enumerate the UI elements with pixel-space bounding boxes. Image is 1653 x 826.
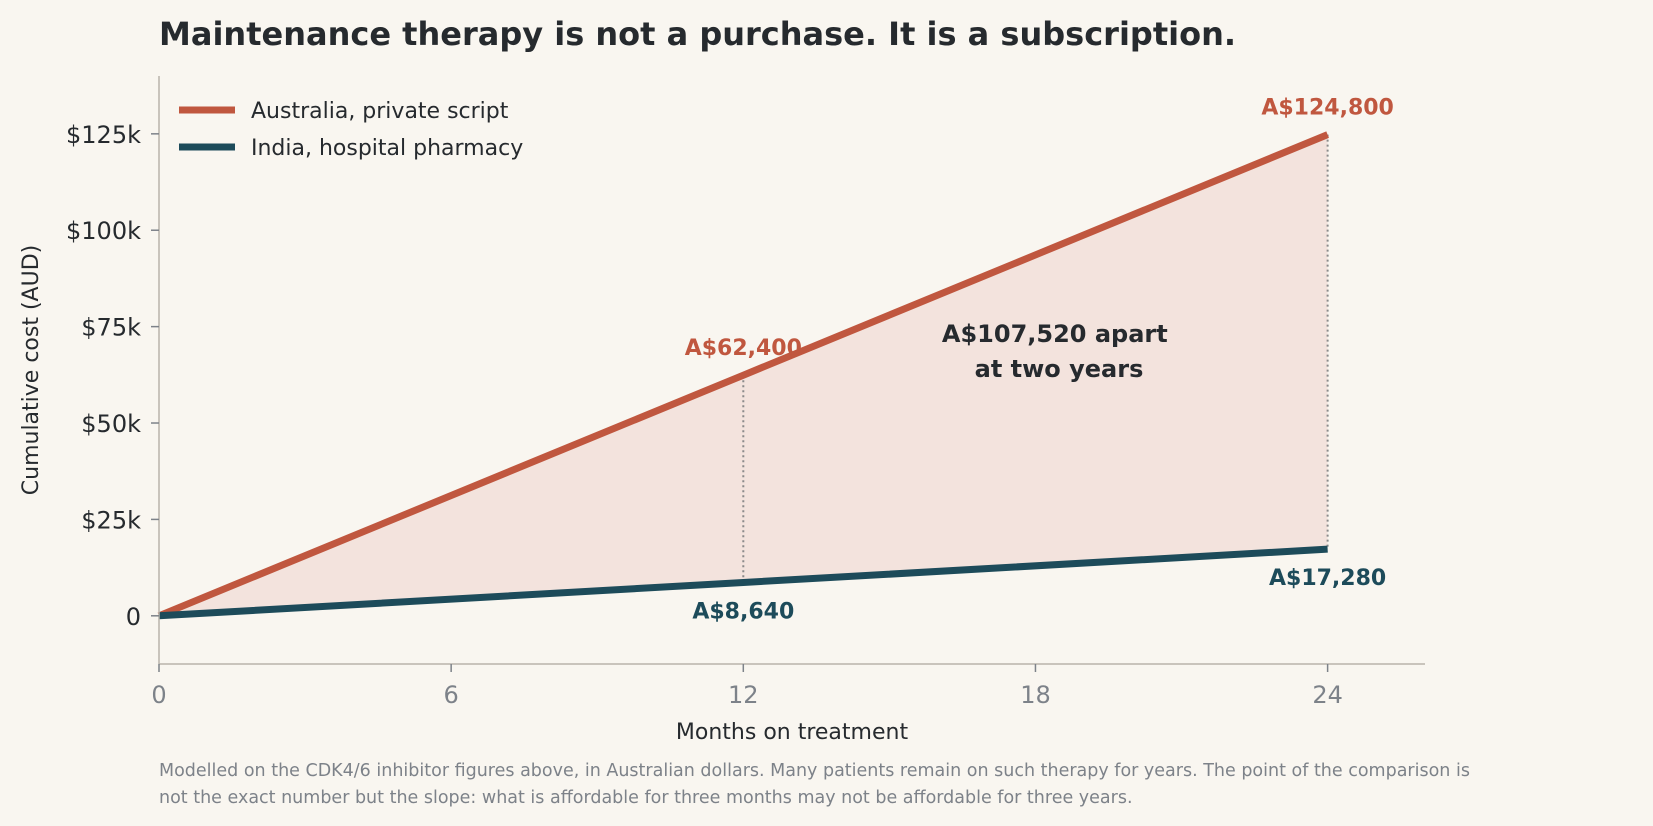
series-line-india: [158, 545, 1328, 620]
gap-annotation-line-1: A$107,520 apart: [942, 320, 1168, 348]
series-line-australia: [157, 131, 1329, 620]
y-axis-label: Cumulative cost (AUD): [19, 245, 44, 495]
gap-annotation: A$107,520 apart at two years: [942, 320, 1176, 383]
y-tick-label: 0: [126, 603, 141, 631]
x-tick-label: 12: [728, 681, 759, 709]
chart-title: Maintenance therapy is not a purchase. I…: [159, 15, 1236, 53]
x-axis-label: Months on treatment: [676, 720, 909, 745]
y-tick-label: $75k: [81, 314, 141, 342]
x-ticks: 0 6 12 18 24: [151, 664, 1343, 709]
x-tick-label: 24: [1312, 681, 1343, 709]
legend-entry: India, hospital pharmacy: [251, 136, 523, 161]
x-tick-label: 6: [444, 681, 459, 709]
data-labels: A$62,400 A$124,800 A$8,640 A$17,280: [685, 96, 1394, 625]
y-tick-label: $125k: [66, 121, 141, 149]
y-ticks: 0 $25k $50k $75k $100k $125k: [66, 121, 159, 631]
data-label: A$124,800: [1261, 96, 1394, 121]
plot-area: [157, 131, 1329, 620]
legend-entry: Australia, private script: [251, 99, 509, 124]
data-label: A$8,640: [692, 599, 794, 624]
legend: Australia, private script India, hospital…: [179, 99, 523, 161]
data-label: A$62,400: [685, 336, 802, 361]
y-tick-label: $100k: [66, 217, 141, 245]
footnote-line-1: Modelled on the CDK4/6 inhibitor figures…: [159, 761, 1470, 781]
y-tick-label: $50k: [81, 410, 141, 438]
footnote-line-2: not the exact number but the slope: what…: [159, 788, 1133, 808]
x-tick-label: 18: [1020, 681, 1051, 709]
x-tick-label: 0: [151, 681, 166, 709]
gap-annotation-line-2: at two years: [975, 355, 1144, 383]
y-tick-label: $25k: [81, 506, 141, 534]
data-label: A$17,280: [1269, 566, 1386, 591]
